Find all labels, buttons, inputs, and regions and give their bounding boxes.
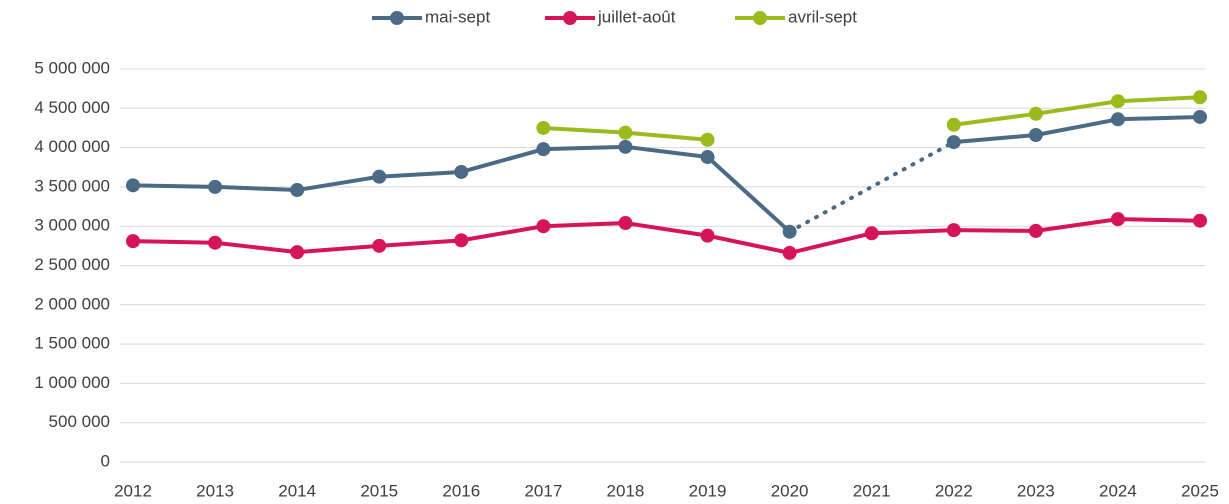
y-tick-label: 3 000 000 <box>34 216 110 235</box>
x-tick-label: 2015 <box>360 481 398 500</box>
data-point <box>1028 223 1043 238</box>
y-tick-label: 2 000 000 <box>34 294 110 313</box>
data-point <box>208 235 223 250</box>
data-point <box>290 245 305 260</box>
data-point <box>864 226 879 241</box>
data-point <box>1028 128 1043 143</box>
x-tick-label: 2019 <box>689 481 727 500</box>
data-point <box>290 183 305 198</box>
legend-label: avril-sept <box>788 7 857 26</box>
y-tick-label: 5 000 000 <box>34 58 110 77</box>
series-line <box>132 144 791 234</box>
x-tick-label: 2022 <box>935 481 973 500</box>
y-tick-label: 3 500 000 <box>34 176 110 195</box>
x-tick-label: 2013 <box>196 481 234 500</box>
x-tick-label: 2018 <box>607 481 645 500</box>
data-point <box>782 245 797 260</box>
data-point <box>536 120 551 135</box>
y-tick-label: 4 000 000 <box>34 137 110 156</box>
data-point <box>782 224 797 239</box>
data-point <box>946 223 961 238</box>
x-tick-label: 2023 <box>1017 481 1055 500</box>
series-line <box>953 95 1201 127</box>
x-tick-label: 2017 <box>524 481 562 500</box>
data-point <box>700 132 715 147</box>
legend-label: juillet-août <box>597 7 676 26</box>
y-tick-label: 500 000 <box>49 412 110 431</box>
data-point <box>618 216 633 231</box>
data-point <box>536 142 551 157</box>
data-point <box>700 150 715 165</box>
data-point <box>618 125 633 140</box>
legend-marker <box>563 11 577 25</box>
legend-marker <box>390 11 404 25</box>
y-tick-label: 1 500 000 <box>34 334 110 353</box>
y-tick-label: 4 500 000 <box>34 98 110 117</box>
y-tick-label: 0 <box>101 451 110 470</box>
data-point <box>1110 212 1125 227</box>
data-point <box>1110 112 1125 127</box>
x-tick-label: 2012 <box>114 481 152 500</box>
data-point <box>126 178 140 193</box>
data-point <box>126 234 140 249</box>
x-tick-label: 2024 <box>1099 481 1137 500</box>
data-point <box>1028 106 1043 121</box>
legend-marker <box>753 11 767 25</box>
legend-label: mai-sept <box>425 7 490 26</box>
x-tick-label: 2020 <box>771 481 809 500</box>
data-point <box>1193 213 1207 228</box>
y-tick-label: 2 500 000 <box>34 255 110 274</box>
data-point <box>454 164 469 179</box>
data-point <box>946 135 961 150</box>
x-tick-label: 2025 <box>1181 481 1219 500</box>
y-tick-label: 1 000 000 <box>34 373 110 392</box>
x-tick-label: 2014 <box>278 481 316 500</box>
x-tick-label: 2021 <box>853 481 891 500</box>
data-point <box>1110 94 1125 109</box>
data-point <box>536 219 551 234</box>
data-point <box>372 238 387 253</box>
data-point <box>208 179 223 194</box>
data-point <box>700 228 715 243</box>
data-point <box>618 139 633 154</box>
data-point <box>946 117 961 132</box>
gap-connector <box>787 140 956 234</box>
data-point <box>372 169 387 184</box>
data-point <box>1193 90 1207 105</box>
series-line <box>953 114 1201 145</box>
series-line <box>132 217 1201 255</box>
data-point <box>1193 109 1207 124</box>
x-tick-label: 2016 <box>442 481 480 500</box>
data-point <box>454 233 469 248</box>
